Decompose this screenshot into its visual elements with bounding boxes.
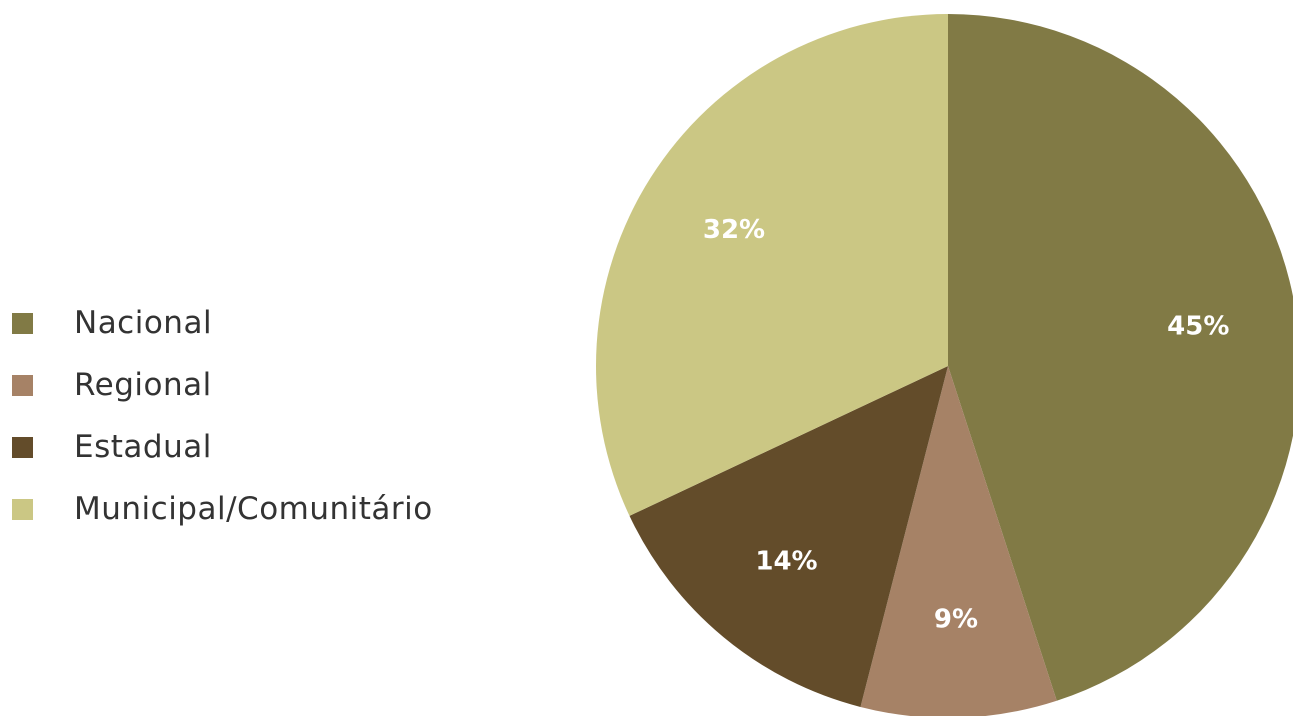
legend: Nacional Regional Estadual Municipal/Comuni… bbox=[12, 292, 532, 540]
legend-label: Municipal/Comunitário bbox=[74, 491, 433, 527]
legend-swatch bbox=[12, 312, 33, 334]
legend-swatch bbox=[12, 498, 33, 520]
slice-data-label: 9% bbox=[934, 604, 978, 634]
pie-chart: 45% 9% 14% 32% bbox=[596, 14, 1293, 716]
legend-swatch bbox=[12, 436, 33, 458]
legend-label: Nacional bbox=[74, 305, 213, 341]
slice-data-label: 32% bbox=[703, 215, 765, 245]
legend-item: Regional bbox=[12, 354, 532, 416]
legend-item: Municipal/Comunitário bbox=[12, 478, 532, 540]
legend-item: Estadual bbox=[12, 416, 532, 478]
legend-swatch bbox=[12, 374, 33, 396]
legend-item: Nacional bbox=[12, 292, 532, 354]
slice-data-label: 14% bbox=[755, 546, 817, 576]
pie-slice bbox=[596, 14, 948, 516]
pie-slice bbox=[629, 366, 948, 707]
slice-data-label: 45% bbox=[1167, 311, 1229, 341]
legend-label: Estadual bbox=[74, 429, 212, 465]
pie-slice bbox=[860, 366, 1057, 716]
pie-slice bbox=[948, 14, 1293, 701]
legend-label: Regional bbox=[74, 367, 212, 403]
